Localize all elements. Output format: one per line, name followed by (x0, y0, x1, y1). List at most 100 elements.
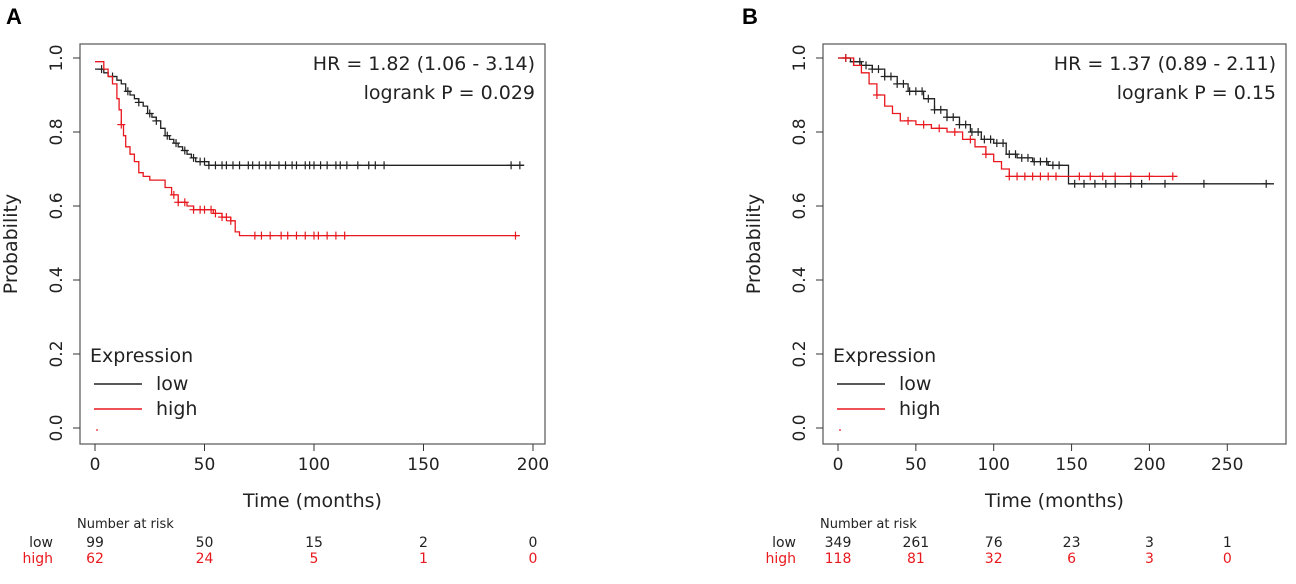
origin-dot (96, 429, 98, 431)
km-plot-b: 0.0 0.2 0.4 0.6 0.8 1.0 0 50 100 150 200 250 Probabi… (743, 43, 1287, 567)
risk-count-low: 23 (1063, 535, 1081, 551)
censor-mark-high (211, 209, 220, 218)
legend-entry-low: low (899, 373, 931, 395)
x-tick-label: 200 (1133, 455, 1165, 475)
legend-entry-low: low (156, 373, 188, 395)
risk-count-high: 1 (419, 551, 428, 567)
censor-mark-low (145, 109, 154, 118)
risk-row-label-high: high (765, 551, 796, 567)
survival-curve-high (838, 57, 1178, 178)
censor-mark-low (323, 161, 332, 170)
censor-mark-low (1137, 179, 1146, 188)
risk-table-title: Number at risk (77, 517, 174, 532)
x-tick-label: 100 (977, 455, 1009, 475)
censor-mark-low (1126, 179, 1135, 188)
censor-mark-high (935, 124, 944, 133)
censor-mark-high (1086, 172, 1095, 181)
plot-frame (79, 43, 546, 445)
censor-mark-high (301, 231, 310, 240)
censor-mark-low (1070, 179, 1079, 188)
censor-mark-low (924, 94, 933, 103)
y-tick-label: 1.0 (790, 44, 810, 71)
censor-mark-low (855, 57, 864, 66)
censor-mark-high (283, 231, 292, 240)
risk-count-high: 62 (86, 551, 104, 567)
censor-mark-low (1011, 150, 1020, 159)
x-tick-label: 50 (905, 455, 927, 475)
risk-count-low: 15 (305, 535, 323, 551)
censor-mark-low (1080, 179, 1089, 188)
y-tick-label: 1.0 (47, 44, 67, 71)
censor-mark-high (950, 128, 959, 136)
censor-mark-low (180, 146, 189, 155)
censor-mark-low (1262, 179, 1271, 188)
legend-entry-high: high (156, 398, 197, 420)
censor-mark-low (152, 116, 161, 125)
censor-mark-high (226, 216, 235, 225)
censor-mark-low (353, 161, 362, 170)
x-tick-label: 150 (407, 455, 439, 475)
y-tick-label: 0.6 (790, 192, 810, 219)
censor-mark-high (222, 213, 231, 222)
censor-mark-high (1168, 172, 1177, 181)
x-tick-label: 250 (1211, 455, 1243, 475)
censor-mark-low (862, 61, 871, 70)
x-axis-label: Time (months) (242, 490, 382, 512)
censor-mark-low (1023, 153, 1032, 162)
censor-mark-high (266, 231, 275, 240)
x-tick-label: 200 (517, 455, 549, 475)
y-tick-label: 0.2 (790, 340, 810, 367)
censor-mark-high (1075, 172, 1084, 181)
censor-mark-high (1013, 172, 1022, 181)
censor-mark-high (1126, 172, 1135, 181)
x-tick-label: 0 (90, 455, 101, 475)
hazard-ratio-annotation: HR = 1.37 (0.89 - 2.11) (1054, 53, 1276, 75)
x-tick-label: 50 (194, 455, 216, 475)
risk-row-label-low: low (29, 535, 53, 551)
risk-count-high: 6 (1067, 551, 1076, 567)
censor-mark-high (1052, 172, 1060, 181)
risk-count-high: 24 (196, 551, 214, 567)
censor-mark-high (966, 135, 975, 144)
risk-count-low: 50 (196, 535, 214, 551)
censor-mark-high (1020, 172, 1029, 181)
censor-mark-low (1101, 179, 1110, 188)
censor-mark-low (1055, 161, 1064, 170)
plot-frame (822, 43, 1287, 445)
censor-mark-high (981, 150, 990, 159)
censor-mark-low (189, 153, 198, 162)
x-axis-label: Time (months) (984, 490, 1124, 512)
censor-mark-high (323, 231, 332, 240)
risk-count-high: 0 (529, 551, 538, 567)
censor-mark-low (507, 161, 516, 170)
censor-mark-high (1145, 172, 1154, 181)
censor-mark-low (380, 161, 389, 170)
km-plot-a: 0.00.20.40.60.81.00 50 100 150 200Probabilit… (0, 43, 549, 567)
censor-mark-low (1042, 157, 1051, 166)
censor-mark-high (117, 120, 126, 129)
censor-mark-high (1044, 172, 1053, 181)
censor-mark-high (340, 231, 349, 240)
y-tick-label: 0.4 (790, 266, 810, 293)
y-tick-label: 0.2 (47, 340, 67, 367)
y-tick-label: 0.4 (47, 266, 67, 293)
risk-count-high: 5 (310, 551, 319, 567)
risk-count-low: 349 (825, 535, 852, 551)
censor-mark-high (841, 54, 850, 62)
risk-count-high: 32 (985, 551, 1003, 567)
risk-count-low: 0 (529, 535, 538, 551)
origin-dot (839, 429, 841, 431)
risk-row-label-low: low (772, 535, 796, 551)
legend-title: Expression (90, 345, 193, 367)
y-axis-label: Probability (743, 194, 765, 294)
censor-mark-high (1005, 172, 1014, 181)
censor-mark-low (886, 72, 895, 81)
censor-mark-high (292, 231, 301, 240)
hazard-ratio-annotation: HR = 1.82 (1.06 - 3.14) (313, 53, 535, 75)
censor-mark-high (919, 120, 928, 129)
panel-label-a: A (6, 4, 22, 29)
risk-count-high: 118 (825, 551, 852, 567)
censor-mark-high (872, 91, 881, 99)
censor-mark-high (180, 198, 189, 207)
